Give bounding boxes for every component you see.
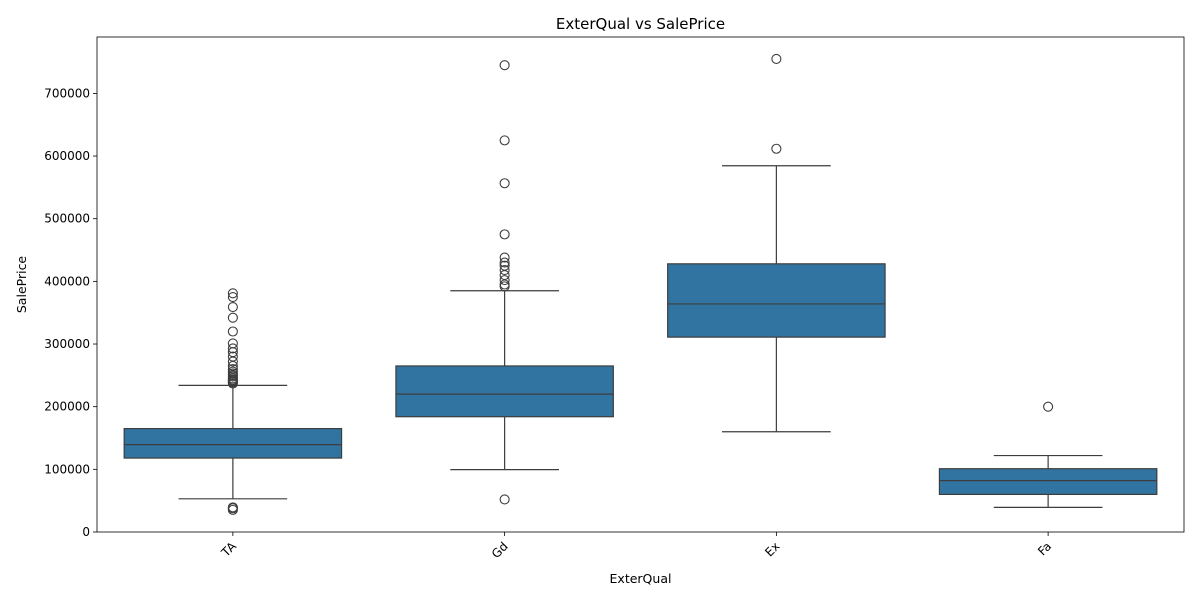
outlier-point: [227, 326, 238, 337]
outlier-point: [499, 494, 510, 505]
y-tick-label: 400000: [44, 274, 90, 288]
outlier-point: [499, 265, 510, 276]
outlier-point: [499, 135, 510, 146]
y-tick-label: 500000: [44, 212, 90, 226]
outlier-point: [771, 53, 782, 64]
y-tick-label: 700000: [44, 86, 90, 100]
x-axis-label: ExterQual: [610, 571, 672, 586]
outlier-point: [227, 302, 238, 313]
iqr-box: [938, 468, 1158, 496]
outlier-point: [499, 275, 510, 286]
y-tick-label: 100000: [44, 462, 90, 476]
plot-area: 0 100000 200000 300000 400000 500000 600000 700…: [44, 53, 1158, 561]
chart-title: ExterQual vs SalePrice: [556, 15, 725, 33]
outlier-point: [227, 312, 238, 323]
y-tick-label: 600000: [44, 149, 90, 163]
iqr-box: [667, 263, 886, 338]
outlier-point: [499, 260, 510, 271]
outlier-point: [499, 252, 510, 263]
outlier-point: [1043, 401, 1054, 412]
outlier-point: [227, 366, 238, 377]
iqr-box: [395, 365, 614, 418]
y-axis-label: SalePrice: [14, 256, 29, 314]
outlier-point: [499, 178, 510, 189]
outlier-point: [227, 351, 238, 362]
plot-frame: [96, 36, 1185, 533]
outlier-point: [499, 60, 510, 71]
y-tick-label: 300000: [44, 337, 90, 351]
outlier-point: [499, 257, 510, 268]
iqr-box: [123, 428, 343, 459]
outlier-point: [227, 502, 238, 513]
outlier-point: [499, 229, 510, 240]
y-tick-label: 200000: [44, 400, 90, 414]
outlier-point: [227, 291, 238, 303]
outlier-point: [227, 364, 238, 375]
outlier-point: [771, 143, 782, 154]
outlier-point: [227, 343, 238, 354]
outlier-point: [227, 338, 238, 349]
y-tick-label: 0: [82, 525, 90, 539]
outlier-point: [227, 288, 238, 299]
